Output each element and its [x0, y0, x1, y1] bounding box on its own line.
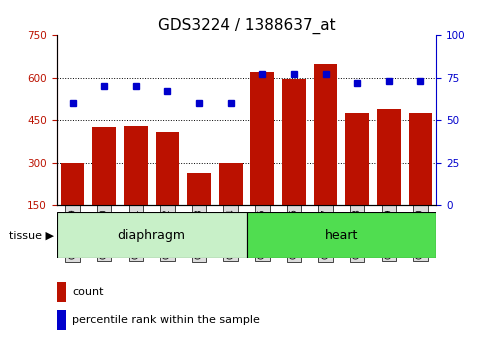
Bar	[314, 64, 337, 205]
Bar	[57, 282, 66, 302]
Bar	[61, 163, 84, 205]
Bar	[57, 212, 246, 258]
Bar	[250, 72, 274, 205]
Bar	[57, 310, 66, 330]
Bar	[124, 126, 147, 205]
Bar	[219, 163, 243, 205]
Text: count: count	[72, 287, 104, 297]
Bar	[346, 113, 369, 205]
Bar	[282, 79, 306, 205]
Bar	[156, 132, 179, 205]
Bar	[377, 109, 401, 205]
Text: diaphragm: diaphragm	[118, 229, 185, 242]
Text: percentile rank within the sample: percentile rank within the sample	[72, 315, 260, 325]
Bar	[92, 127, 116, 205]
Bar	[246, 212, 436, 258]
Title: GDS3224 / 1388637_at: GDS3224 / 1388637_at	[158, 18, 335, 34]
Text: tissue ▶: tissue ▶	[9, 230, 54, 240]
Bar	[187, 173, 211, 205]
Bar	[409, 113, 432, 205]
Text: heart: heart	[325, 229, 358, 242]
